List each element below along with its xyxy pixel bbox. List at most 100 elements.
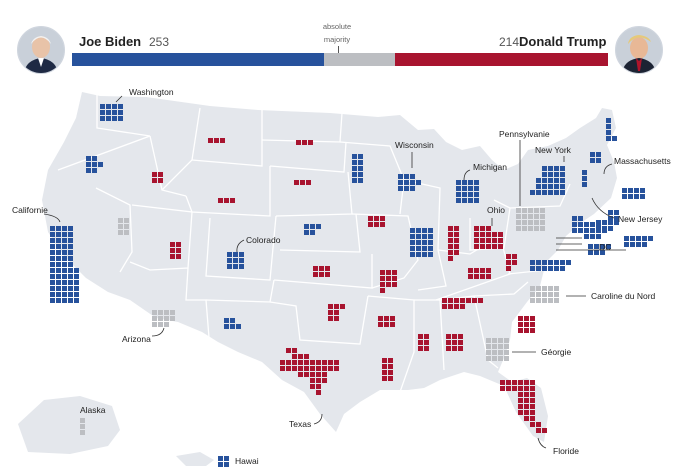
new-mexico-ev-square (230, 324, 235, 329)
california-ev-square (62, 244, 67, 249)
michigan-ev-square (462, 186, 467, 191)
florida-ev-square (524, 416, 529, 421)
massachusetts-ev-square (622, 194, 627, 199)
kansas-ev-square (313, 272, 318, 277)
florida-ev-square (512, 386, 517, 391)
idaho-ev-square (152, 172, 157, 177)
maryland-ev-square (594, 244, 599, 249)
trump-votes: 214 (499, 35, 520, 49)
new-jersey-ev-square (572, 228, 577, 233)
louisiana-ev-square (388, 358, 393, 363)
illinois-ev-square (422, 228, 427, 233)
illinois-ev-square (410, 234, 415, 239)
virginia-ev-square (548, 266, 553, 271)
dc-ev-square (630, 242, 635, 247)
biden-portrait-icon (17, 26, 65, 74)
florida-ev-square (524, 410, 529, 415)
california-ev-square (56, 298, 61, 303)
pennsylvania-ev-square (540, 220, 545, 225)
florida-ev-square (500, 386, 505, 391)
label-new-york: New York (535, 145, 572, 155)
arizona-ev-square (158, 322, 163, 327)
louisiana-ev-square (382, 364, 387, 369)
florida-ev-square (536, 428, 541, 433)
label-texas: Texas (289, 419, 311, 429)
oregon-ev-square (92, 168, 97, 173)
new-jersey-ev-square (578, 222, 583, 227)
pennsylvania-ev-square (522, 214, 527, 219)
oregon-ev-square (92, 156, 97, 161)
virginia-ev-square (530, 266, 535, 271)
kentucky-ev-square (486, 268, 491, 273)
majority-label: absolute majority (322, 22, 352, 44)
trump-name: Donald Trump (519, 34, 607, 49)
pennsylvania-ev-square (516, 220, 521, 225)
michigan-ev-square (456, 192, 461, 197)
minnesota-ev-square (352, 160, 357, 165)
kansas-ev-square (319, 266, 324, 271)
california-ev-square (68, 274, 73, 279)
arkansas-ev-square (384, 322, 389, 327)
tennessee-ev-square (478, 298, 483, 303)
california-ev-square (50, 226, 55, 231)
tennessee-ev-square (454, 304, 459, 309)
florida-ev-square (524, 398, 529, 403)
ohio-ev-square (486, 238, 491, 243)
arizona-ev-square (164, 322, 169, 327)
new-york-ev-square (560, 178, 565, 183)
indiana-ev-square (448, 244, 453, 249)
ohio-ev-square (492, 232, 497, 237)
illinois-ev-square (422, 240, 427, 245)
alaska-ev-square (80, 424, 85, 429)
california-ev-square (50, 274, 55, 279)
texas-ev-square (328, 366, 333, 371)
west-virginia-ev-square (506, 266, 511, 271)
nevada-ev-square (124, 218, 129, 223)
alabama-ev-square (458, 334, 463, 339)
oklahoma-ev-square (328, 304, 333, 309)
california-ev-square (68, 298, 73, 303)
colorado-ev-square (233, 264, 238, 269)
california-ev-square (50, 268, 55, 273)
tennessee-ev-square (472, 298, 477, 303)
label-wisconsin: Wisconsin (395, 140, 434, 150)
georgia-ev-square (486, 350, 491, 355)
missouri-ev-square (380, 288, 385, 293)
kentucky-ev-square (468, 274, 473, 279)
new-york-ev-square (560, 184, 565, 189)
new-york-ev-square (542, 172, 547, 177)
north-dakota-ev-square (302, 140, 307, 145)
pennsylvania-ev-square (528, 220, 533, 225)
california-ev-square (50, 256, 55, 261)
dc-ev-square (624, 236, 629, 241)
new-york-ev-square (560, 190, 565, 195)
virginia-ev-square (554, 260, 559, 265)
indiana-ev-square (448, 256, 453, 261)
montana-ev-square (208, 138, 213, 143)
maine-ev-square (606, 118, 611, 123)
nevada-ev-square (124, 224, 129, 229)
north-dakota-ev-square (308, 140, 313, 145)
georgia-ev-square (486, 344, 491, 349)
kentucky-ev-square (474, 268, 479, 273)
wisconsin-ev-square (404, 174, 409, 179)
michigan-ev-square (456, 198, 461, 203)
texas-ev-square (292, 348, 297, 353)
delaware-ev-square (590, 234, 595, 239)
massachusetts-ev-square (628, 194, 633, 199)
pennsylvania-ev-square (534, 226, 539, 231)
ohio-ev-square (486, 244, 491, 249)
ohio-ev-square (486, 232, 491, 237)
oklahoma-ev-square (334, 316, 339, 321)
missouri-ev-square (392, 282, 397, 287)
texas-ev-square (322, 372, 327, 377)
florida-ev-square (500, 380, 505, 385)
iowa-ev-square (374, 222, 379, 227)
new-mexico-ev-square (230, 318, 235, 323)
california-ev-square (56, 268, 61, 273)
massachusetts-leader (603, 163, 613, 175)
california-ev-square (56, 280, 61, 285)
west-virginia-ev-square (512, 260, 517, 265)
new-jersey-ev-square (596, 222, 601, 227)
texas-ev-square (298, 360, 303, 365)
